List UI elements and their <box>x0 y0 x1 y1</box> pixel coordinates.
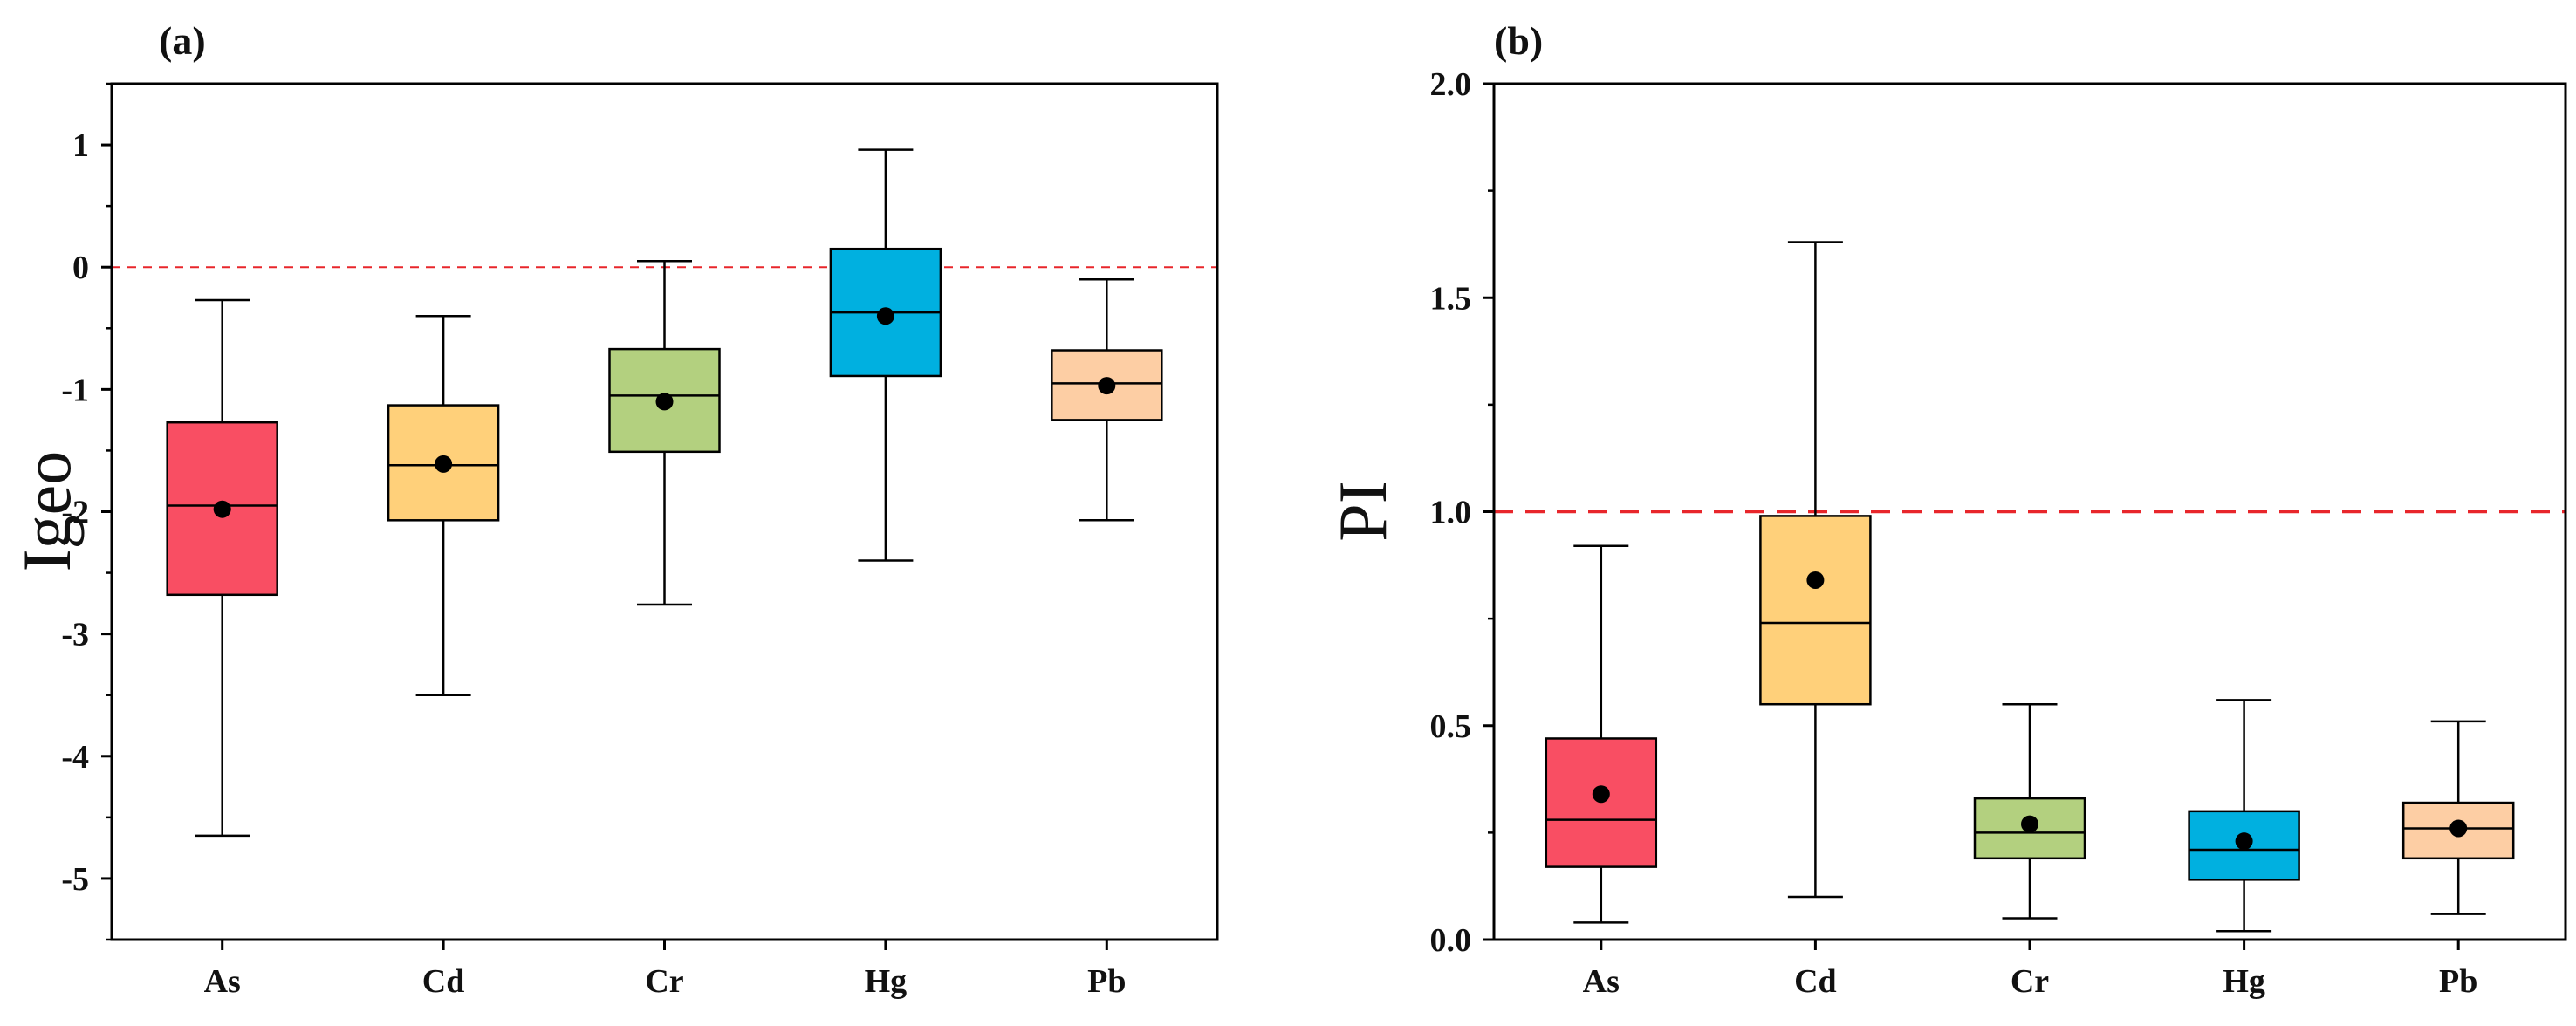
x-tick-label: Cr <box>2011 963 2049 1000</box>
mean-point <box>655 393 674 411</box>
panel-a-igeo: (a) 1 0 -1 -2 -3 -4 -5 As Cd Cr Hg Pb Igeo <box>9 18 1219 1000</box>
mean-point <box>2021 815 2038 833</box>
iqr-box <box>1759 515 1872 706</box>
box-Cd <box>387 315 500 696</box>
y-tick-label: -2 <box>61 495 89 531</box>
mean-point <box>1098 377 1116 395</box>
y-tick-label: -1 <box>61 372 89 408</box>
x-tick-label: Cd <box>422 963 465 1000</box>
y-tick-label: -3 <box>61 617 89 653</box>
y-tick-label: 1 <box>72 127 89 164</box>
mean-point <box>1592 785 1610 804</box>
x-tick-label: Cd <box>1794 963 1837 1000</box>
mean-point <box>1806 571 1825 589</box>
x-tick-label: Pb <box>2439 963 2477 1000</box>
box-Pb <box>2401 720 2515 915</box>
mean-point <box>2449 819 2468 838</box>
mean-point <box>213 500 231 518</box>
box-Hg <box>2188 699 2300 933</box>
y-tick-label: 0.0 <box>1430 922 1472 959</box>
y-tick-label: 1.0 <box>1430 495 1472 531</box>
box-Pb <box>1051 277 1163 522</box>
mean-point <box>435 455 453 473</box>
y-tick-label: 2.0 <box>1430 66 1472 103</box>
box-Cr <box>608 259 721 606</box>
x-tick-label: Pb <box>1087 963 1126 1000</box>
mean-point <box>876 307 894 325</box>
y-tick-label: 1.5 <box>1430 280 1472 317</box>
box-Hg <box>829 148 942 562</box>
box-As <box>1545 544 1658 924</box>
panel-b-pi: (b) 0.0 0.5 1.0 1.5 2.0 As Cd Cr Hg Pb PI <box>1325 18 2567 1000</box>
x-tick-label: Cr <box>645 963 683 1000</box>
x-tick-label: As <box>1583 963 1620 1000</box>
y-tick-label: -5 <box>61 861 89 898</box>
panel-label: (b) <box>1494 18 1543 63</box>
y-axis-label: Igeo <box>9 451 85 572</box>
y-axis-label: PI <box>1325 481 1401 541</box>
x-tick-label: As <box>204 963 241 1000</box>
mean-point <box>2235 832 2253 851</box>
y-tick-label: 0.5 <box>1430 708 1472 745</box>
x-tick-label: Hg <box>2223 963 2265 1000</box>
y-tick-label: 0 <box>72 250 89 286</box>
y-tick-label: -4 <box>61 739 89 776</box>
box-Cr <box>1973 702 2086 920</box>
box-As <box>166 298 278 838</box>
panel-label: (a) <box>159 18 206 63</box>
box-Cd <box>1759 241 1872 899</box>
x-tick-label: Hg <box>865 963 908 1000</box>
